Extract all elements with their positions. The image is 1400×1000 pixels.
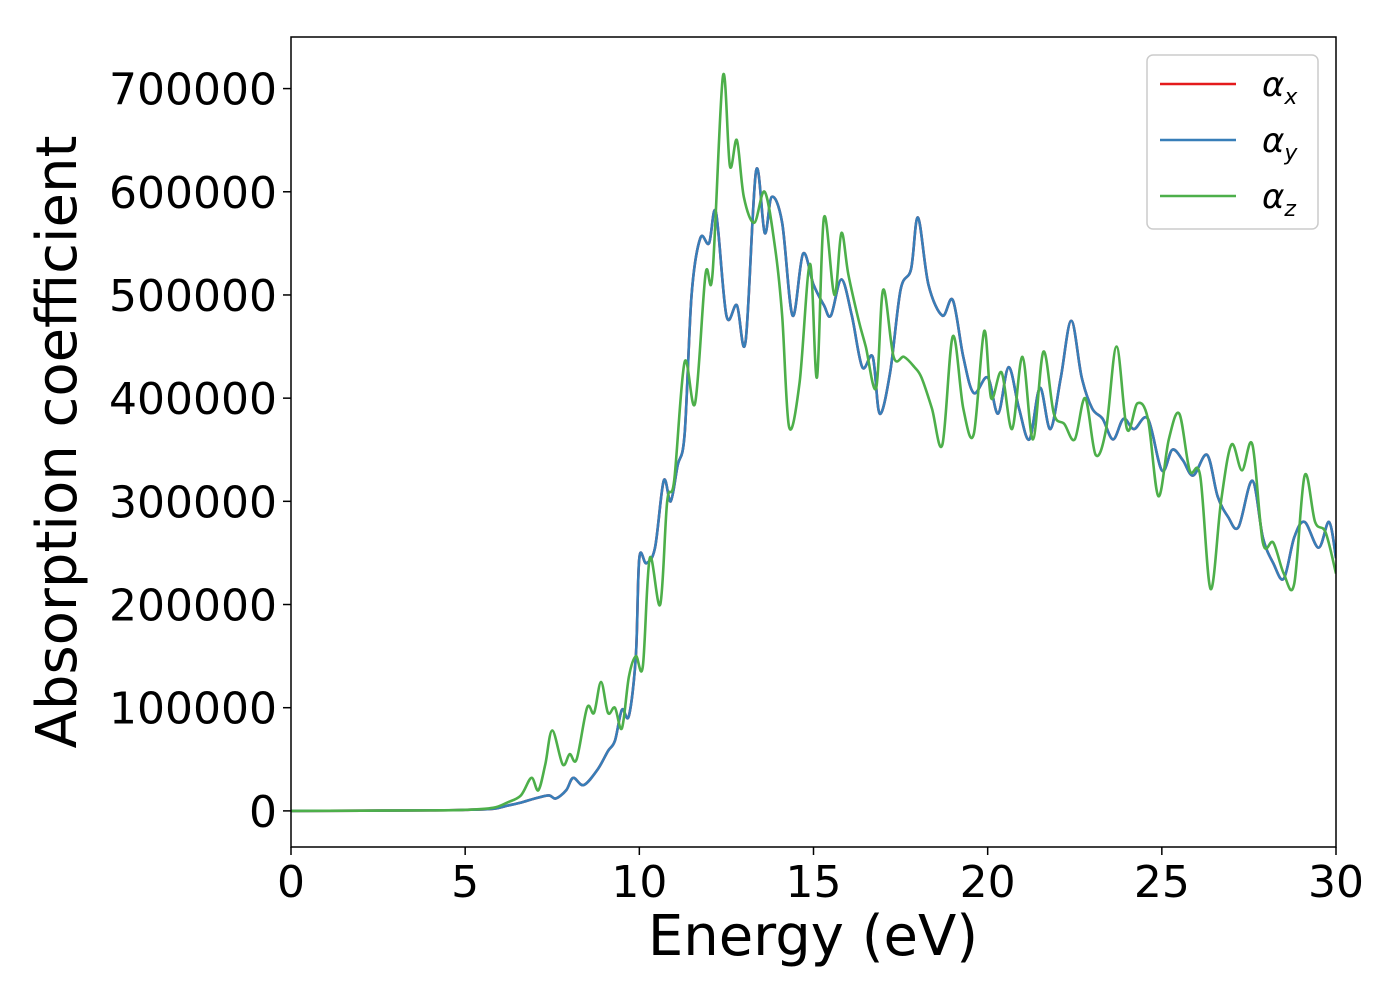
y-tick-label: 500000 <box>109 271 277 322</box>
x-tick-label: 5 <box>451 857 479 908</box>
y-tick-label: 200000 <box>109 581 277 632</box>
legend: αx αy αz <box>1146 54 1319 230</box>
y-tick-label: 0 <box>249 787 277 838</box>
legend-label-x: αx <box>1262 65 1298 110</box>
x-tick-label: 10 <box>611 857 667 908</box>
x-tick-label: 0 <box>277 857 305 908</box>
x-tick-label: 25 <box>1134 857 1190 908</box>
x-axis-title: Energy (eV) <box>648 904 978 969</box>
y-tick-label: 700000 <box>109 65 277 116</box>
legend-label-y: αy <box>1262 121 1298 166</box>
x-axis: 0 5 10 15 20 25 30 <box>277 847 1364 908</box>
y-axis-title: Absorption coefficient <box>25 136 90 749</box>
y-tick-label: 100000 <box>109 684 277 735</box>
legend-box <box>1146 54 1319 230</box>
x-tick-label: 15 <box>786 857 842 908</box>
x-tick-label: 30 <box>1308 857 1364 908</box>
y-tick-label: 300000 <box>109 477 277 528</box>
series-line-z <box>291 72 1336 813</box>
x-tick-label: 20 <box>960 857 1016 908</box>
series-layer <box>291 72 1336 813</box>
y-tick-label: 400000 <box>109 374 277 425</box>
y-tick-label: 600000 <box>109 168 277 219</box>
y-axis: 0 100000 200000 300000 400000 500000 600000 700… <box>109 65 291 838</box>
legend-label-z: αz <box>1262 177 1296 222</box>
